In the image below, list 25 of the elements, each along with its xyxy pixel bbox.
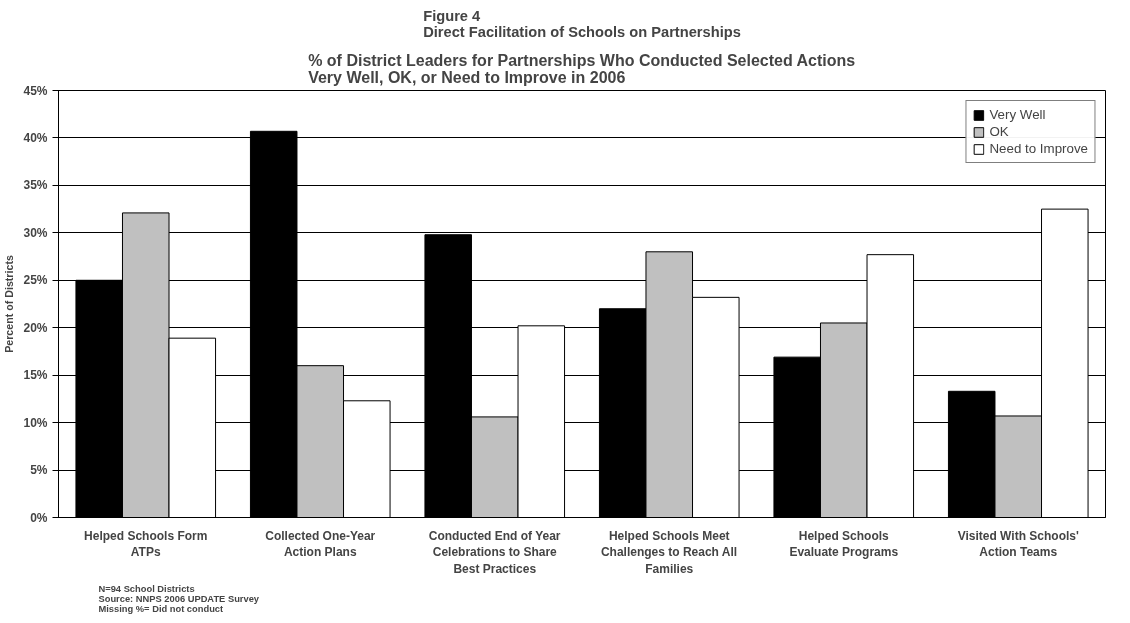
y-tick-label: 25% — [23, 273, 48, 288]
y-tick-label: 10% — [23, 415, 48, 430]
x-tick-label: Helped Schools Form ATPs — [84, 528, 208, 560]
chart-title: Figure 4 Direct Facilitation of Schools on Partnerships — [423, 7, 741, 40]
text: N=94 School Districts — [98, 583, 195, 594]
y-tick-label: 40% — [23, 130, 48, 145]
x-tick-label: Helped Schools Meet Challenges to Reach All Families — [600, 528, 738, 577]
y-tick-label: 0% — [30, 510, 48, 525]
y-tick-label: 30% — [23, 225, 48, 240]
y-tick-label: 5% — [30, 463, 48, 478]
source-note: Source: NNPS 2006 UPDATE Survey — [98, 593, 260, 604]
legend-label: Very Well — [989, 107, 1046, 122]
y-axis-title: Percent of Districts — [3, 255, 16, 353]
x-tick-label: Collected One-Year Action Plans — [265, 528, 376, 560]
y-tick-label: 20% — [23, 320, 48, 335]
legend-label: Need to Improve — [989, 141, 1088, 156]
text: Missing %= Did not conduct — [98, 603, 224, 614]
y-tick-label: 45% — [23, 83, 48, 98]
legend-label: OK — [989, 124, 1010, 139]
x-tick-label: Visited With Schools' Action Teams — [957, 528, 1079, 560]
x-tick-label: Conducted End of Year Celebrations to Share Best Practices — [428, 528, 561, 577]
chart-subtitle: % of District Leaders for Partnerships Who Conducted Selected Actions Very Well, OK, or Need to Improve in 2006 — [308, 51, 856, 86]
y-tick-label: 35% — [23, 178, 48, 193]
y-tick-label: 15% — [23, 368, 48, 383]
x-tick-label: Helped Schools Evaluate Programs — [789, 528, 899, 560]
